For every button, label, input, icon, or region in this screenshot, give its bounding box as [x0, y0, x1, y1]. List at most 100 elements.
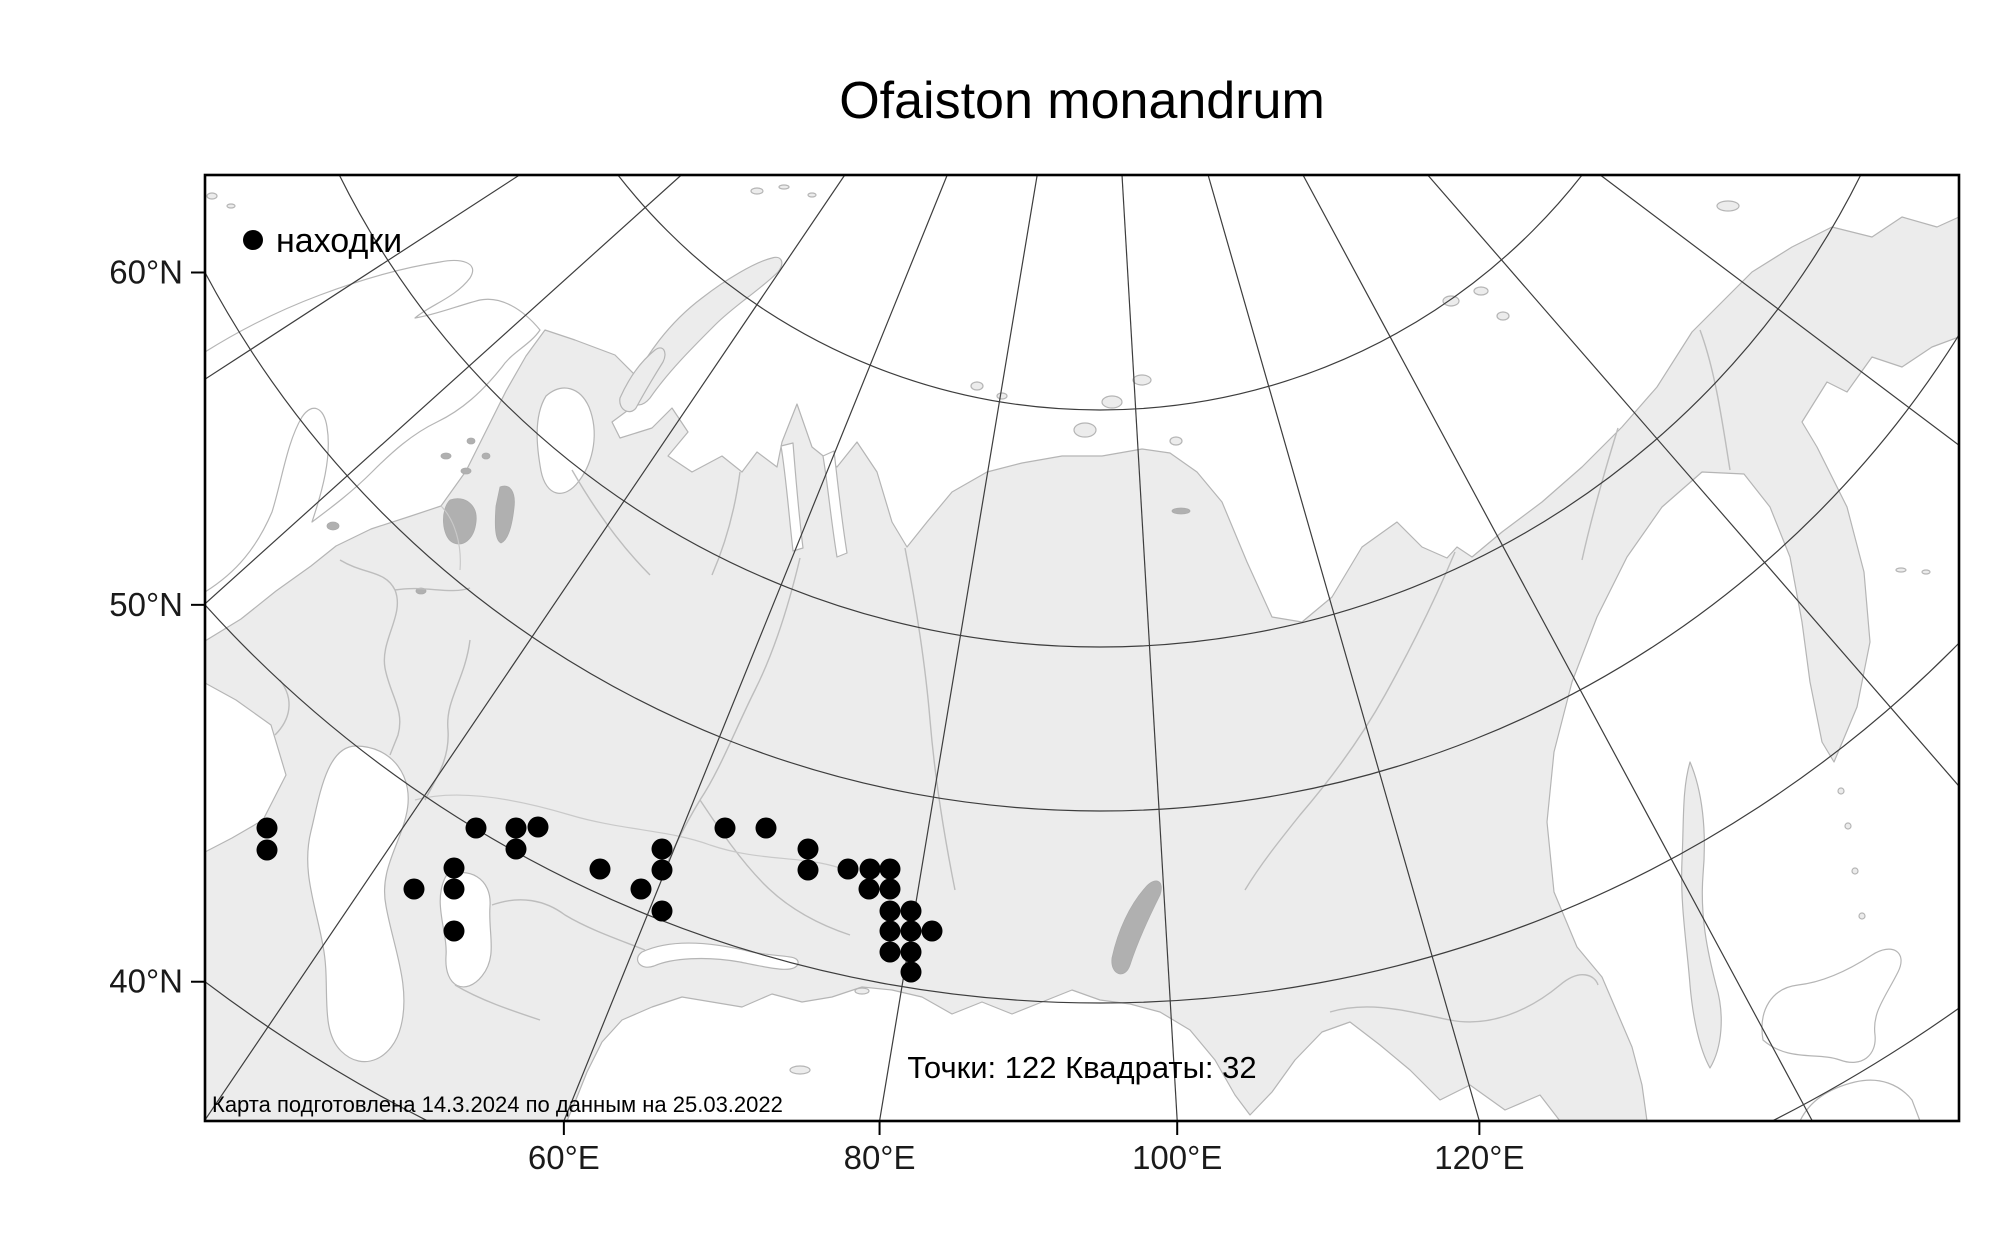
occurrence-dot-30 — [900, 941, 922, 963]
occurrence-dot-18 — [797, 859, 819, 881]
lat-tick-label-50: 50°N — [109, 586, 183, 623]
occurrence-dot-1 — [256, 839, 278, 861]
island-speck-9 — [1132, 374, 1152, 386]
river-12 — [571, 469, 651, 576]
meridian-120E — [1207, 175, 1480, 1121]
occurrence-dot-9 — [505, 838, 527, 860]
island-speck-13 — [1496, 311, 1510, 321]
occurrence-dot-31 — [900, 961, 922, 983]
legend-label: находки — [276, 222, 402, 260]
occurrence-dot-26 — [879, 920, 901, 942]
river-1 — [394, 587, 471, 592]
island-speck-8 — [1101, 395, 1123, 409]
legend: находки — [243, 222, 402, 260]
island-speck-10 — [1169, 436, 1183, 446]
lake-speck-3 — [481, 452, 491, 460]
river-6 — [659, 557, 801, 881]
island-speck-14 — [1716, 200, 1740, 212]
occurrence-dot-11 — [630, 878, 652, 900]
occurrence-dot-27 — [900, 920, 922, 942]
meridian-40E — [205, 175, 846, 1121]
river-11 — [711, 471, 741, 576]
parallel-70N — [338, 175, 1862, 648]
island-speck-6 — [996, 392, 1008, 400]
inland-sea-2 — [637, 942, 799, 970]
occurrence-dot-15 — [714, 817, 736, 839]
river-14 — [1699, 329, 1731, 471]
page-title: Ofaiston monandrum — [839, 72, 1325, 130]
occurrence-dot-5 — [443, 920, 465, 942]
occurrence-dot-14 — [651, 900, 673, 922]
occurrence-dot-24 — [879, 900, 901, 922]
foreign-coast-1 — [1761, 948, 1902, 1063]
lat-tick-label-60: 60°N — [109, 253, 183, 290]
island-speck-7 — [1073, 422, 1097, 438]
occurrence-dot-10 — [589, 858, 611, 880]
island-speck-18 — [1858, 912, 1866, 920]
occurrence-dot-19 — [837, 858, 859, 880]
island-1 — [619, 347, 666, 413]
island-speck-21 — [1837, 787, 1845, 795]
island-speck-0 — [206, 192, 218, 200]
island-speck-23 — [854, 987, 870, 995]
lake-0 — [443, 498, 477, 545]
lake-1 — [494, 485, 515, 544]
occurrence-dot-28 — [921, 920, 943, 942]
occurrence-dot-8 — [527, 816, 549, 838]
occurrence-dot-3 — [443, 857, 465, 879]
foreign-coast-2 — [1799, 1079, 1921, 1121]
island-speck-16 — [1921, 569, 1931, 575]
river-10 — [1329, 974, 1599, 1023]
river-13 — [1581, 427, 1619, 561]
river-3 — [274, 679, 290, 736]
river-0 — [339, 559, 401, 756]
island-speck-1 — [226, 203, 236, 209]
river-5 — [454, 984, 541, 1021]
lake-speck-0 — [326, 521, 340, 531]
meridian-20E — [205, 175, 682, 605]
occurrence-dot-6 — [465, 817, 487, 839]
occurrence-dot-25 — [900, 900, 922, 922]
lon-tick-label-60: 60°E — [528, 1139, 600, 1176]
parallel-50N — [205, 603, 1959, 1004]
country-border-1 — [440, 505, 461, 571]
river-8 — [904, 547, 956, 891]
occurrence-dot-7 — [505, 817, 527, 839]
occurrence-dot-13 — [651, 859, 673, 881]
meridian-0E — [205, 175, 520, 380]
meridian-60E — [563, 175, 948, 1121]
meridian-140E — [1302, 175, 1813, 1121]
lon-tick-label-80: 80°E — [844, 1139, 916, 1176]
island-speck-2 — [750, 187, 764, 195]
island-speck-15 — [1895, 567, 1907, 573]
legend-dot-icon — [243, 230, 263, 250]
lake-2 — [1111, 880, 1162, 975]
occurrence-dot-2 — [403, 878, 425, 900]
occurrence-dot-23 — [879, 878, 901, 900]
meridian-160E — [1427, 175, 1959, 788]
country-border-0 — [414, 794, 841, 869]
occurrence-dot-17 — [797, 838, 819, 860]
occurrence-dots-layer — [256, 816, 943, 983]
meridian-180E — [1599, 175, 1959, 447]
parallel-60N — [205, 270, 1959, 812]
foreign-coast-0 — [205, 259, 541, 593]
map-frame — [203, 173, 1961, 1123]
island-speck-4 — [807, 192, 817, 198]
river-4 — [491, 899, 646, 951]
lake-speck-1 — [440, 452, 452, 460]
parallel-80N — [617, 175, 1583, 411]
inland-sea-4 — [780, 442, 804, 552]
inland-sea-0 — [307, 745, 409, 1063]
occurrence-dot-16 — [755, 817, 777, 839]
occurrence-dot-20 — [859, 858, 881, 880]
occurrence-dot-29 — [879, 941, 901, 963]
lon-tick-label-100: 100°E — [1132, 1139, 1222, 1176]
river-9 — [1244, 551, 1456, 891]
occurrence-dot-12 — [651, 838, 673, 860]
occurrence-dot-21 — [879, 858, 901, 880]
meridian-100E — [1121, 175, 1178, 1121]
